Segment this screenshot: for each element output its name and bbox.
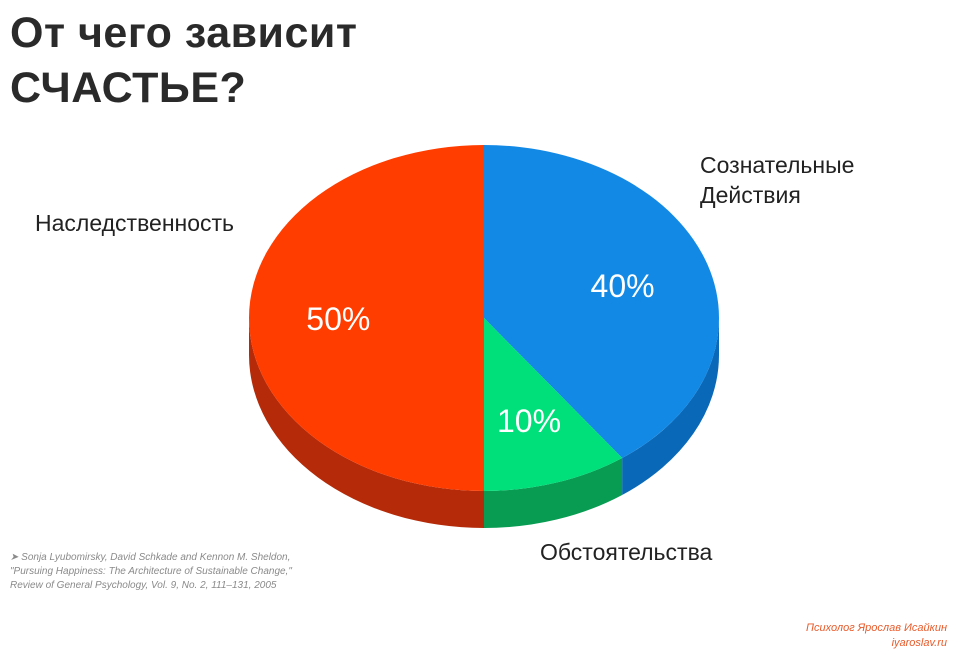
pie-side-сознательные-действия — [622, 318, 719, 495]
pie-side-обстоятельства — [484, 457, 623, 528]
category-label-line: Действия — [700, 182, 801, 208]
source-line-2: "Pursuing Happiness: The Architecture of… — [10, 566, 292, 577]
category-label-line: Обстоятельства — [540, 539, 713, 565]
pie-tops — [249, 145, 719, 491]
author-name: Психолог Ярослав Исайкин — [806, 622, 947, 634]
pie-value-labels: 40% 10% 50% — [306, 268, 654, 439]
pie-value-label-наследственность: 50% — [306, 301, 370, 337]
title-line-2: СЧАСТЬЕ? — [10, 64, 247, 112]
category-label-line: Сознательные — [700, 152, 855, 178]
pie-sides — [249, 318, 719, 528]
author-credit: Психолог Ярослав Исайкин iyaroslav.ru — [806, 621, 947, 651]
source-citation: ➤ Sonja Lyubomirsky, David Schkade and K… — [10, 551, 292, 593]
pie-slice-обстоятельства — [484, 318, 623, 491]
category-label-circumstances: Обстоятельства — [540, 537, 712, 567]
pie-value-label-сознательные-действия: 40% — [591, 268, 655, 304]
category-label-conscious-actions: Сознательные Действия — [700, 150, 854, 210]
category-label-heredity: Наследственность — [35, 208, 234, 238]
title-line-1: От чего зависит — [10, 9, 358, 57]
chart-title: От чего зависит СЧАСТЬЕ? — [10, 6, 357, 116]
source-line-3: Review of General Psychology, Vol. 9, No… — [10, 580, 277, 591]
pie-slice-наследственность — [249, 145, 484, 491]
author-site: iyaroslav.ru — [891, 637, 947, 649]
pie-slice-сознательные-действия — [484, 145, 719, 458]
source-line-1: ➤ Sonja Lyubomirsky, David Schkade and K… — [10, 552, 291, 563]
pie-value-label-обстоятельства: 10% — [497, 403, 561, 439]
category-label-line: Наследственность — [35, 210, 235, 236]
pie-side-наследственность — [249, 318, 484, 528]
